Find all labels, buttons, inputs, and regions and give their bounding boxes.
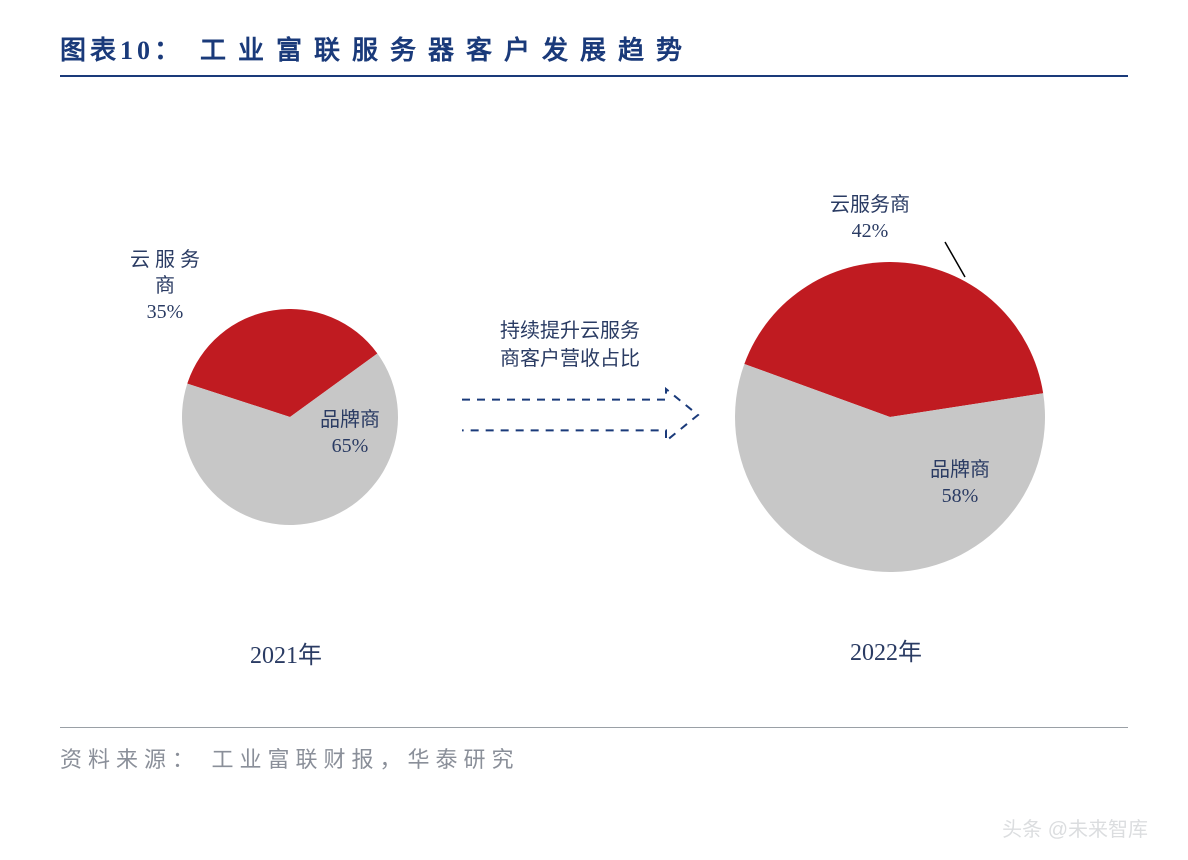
pie-2021-brand-label: 品牌商65%	[320, 407, 380, 459]
chart-title: 工业富联服务器客户发展趋势	[200, 30, 694, 67]
pie-2022-year: 2022年	[850, 632, 922, 667]
chart-number: 图表10：	[60, 30, 184, 67]
pie-2021-cloud-label: 云 服 务商35%	[130, 247, 200, 325]
source-text: 工业富联财报，华泰研究	[212, 747, 520, 772]
chart-header: 图表10： 工业富联服务器客户发展趋势	[60, 30, 1128, 77]
pie-2022-brand-label: 品牌商58%	[930, 457, 990, 509]
arrow-caption: 持续提升云服务 商客户营收占比	[500, 317, 640, 373]
arrow-caption-line1: 持续提升云服务	[500, 317, 640, 345]
charts-area: 云 服 务商35% 品牌商65% 2021年 持续提升云服务 商客户营收占比 云…	[60, 87, 1128, 727]
transition-arrow	[460, 387, 700, 443]
arrow-caption-line2: 商客户营收占比	[500, 345, 640, 373]
source-label: 资料来源：	[60, 747, 200, 772]
pie-2022-cloud-label: 云服务商42%	[830, 192, 910, 244]
pie-2022	[735, 262, 1045, 572]
source-row: 资料来源： 工业富联财报，华泰研究	[60, 728, 1128, 774]
pie-2022-leader-line	[935, 237, 1035, 287]
pie-2021-year: 2021年	[250, 635, 322, 670]
watermark: 头条 @未来智库	[1002, 813, 1148, 842]
